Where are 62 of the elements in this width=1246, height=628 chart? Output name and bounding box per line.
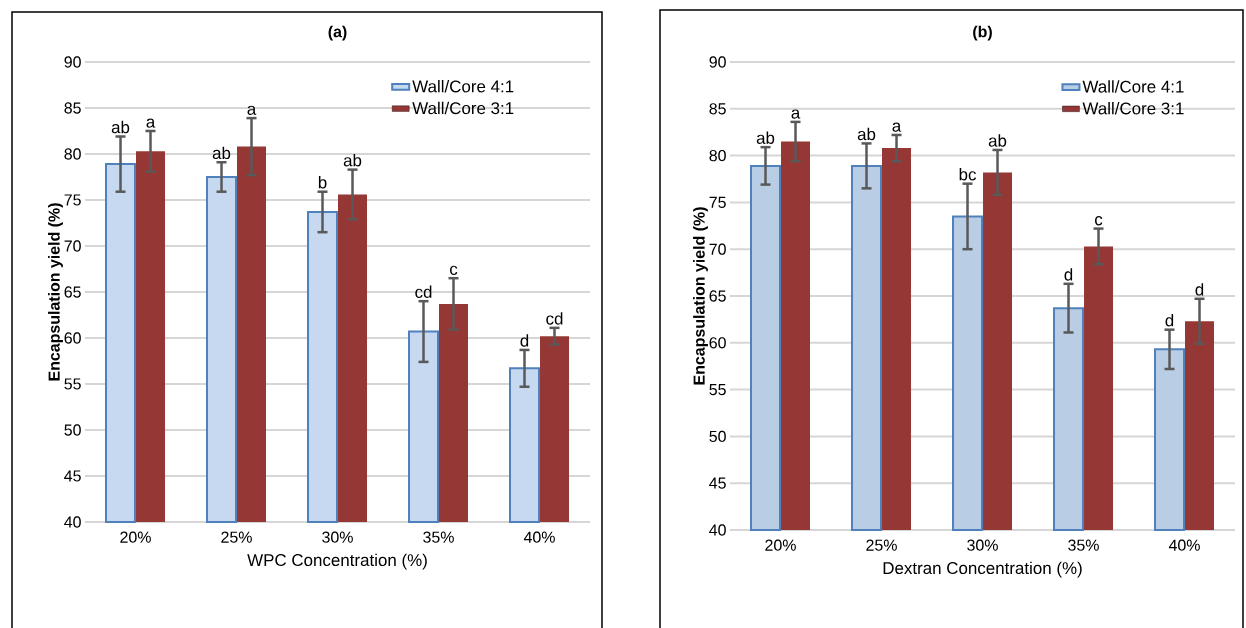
data-label: d: [1195, 283, 1204, 296]
y-tick-label: 50: [709, 430, 726, 443]
chart-title: (b): [973, 25, 992, 41]
y-tick-label: 85: [709, 103, 726, 115]
y-tick-label: 75: [64, 194, 81, 206]
x-tick-label: 40%: [1168, 539, 1200, 551]
y-tick-label: 60: [64, 332, 81, 344]
data-label: cd: [546, 312, 563, 325]
y-tick-label: 55: [64, 378, 81, 390]
chart-title: (a): [328, 25, 347, 41]
y-tick-label: 45: [64, 470, 81, 482]
legend-label: Wall/Core 3:1: [1082, 101, 1184, 115]
x-axis-title: WPC Concentration (%): [247, 553, 427, 570]
x-tick-label: 30%: [322, 531, 353, 543]
y-tick-label: 70: [709, 243, 726, 255]
x-tick-label: 30%: [967, 539, 998, 551]
data-label: ab: [857, 127, 876, 141]
legend-label: Wall/Core 4:1: [412, 79, 514, 93]
x-tick-label: 25%: [221, 531, 252, 543]
data-label: ab: [212, 146, 231, 160]
y-tick-label: 55: [709, 384, 726, 396]
y-tick-label: 75: [709, 196, 726, 208]
data-label: ab: [343, 153, 362, 167]
y-tick-label: 90: [709, 56, 726, 68]
y-tick-label: 50: [64, 424, 81, 436]
y-tick-label: 40: [64, 516, 81, 528]
data-label: bc: [959, 168, 976, 181]
y-tick-label: 90: [64, 56, 81, 68]
data-label: c: [1095, 216, 1103, 226]
data-label: ab: [988, 134, 1007, 147]
y-tick-label: 80: [709, 149, 726, 162]
data-label: ab: [756, 131, 775, 144]
legend-label: Wall/Core 4:1: [1082, 80, 1184, 93]
y-tick-label: 40: [709, 524, 726, 536]
y-tick-label: 70: [64, 240, 81, 252]
data-label: c: [449, 265, 458, 275]
y-tick-label: 85: [64, 102, 81, 114]
x-tick-label: 35%: [423, 531, 454, 543]
x-tick-label: 20%: [765, 539, 796, 551]
y-tick-label: 65: [709, 290, 726, 302]
data-label: cd: [415, 285, 432, 298]
data-label: a: [146, 118, 156, 128]
data-label: a: [892, 122, 902, 132]
data-label: ab: [111, 120, 130, 134]
data-label: d: [1165, 314, 1174, 327]
y-tick-label: 60: [709, 337, 726, 349]
data-label: b: [318, 176, 327, 189]
x-tick-label: 25%: [866, 539, 897, 551]
x-tick-label: 40%: [523, 531, 555, 543]
data-label: a: [791, 109, 801, 119]
legend-label: Wall/Core 3:1: [412, 101, 514, 115]
y-tick-label: 80: [64, 148, 81, 160]
data-label: d: [1064, 268, 1073, 281]
y-axis-title: Encapsulation yield (%): [693, 207, 708, 385]
x-tick-label: 35%: [1068, 539, 1099, 551]
y-tick-label: 65: [64, 286, 81, 298]
y-axis-title: Encapsulation yield (%): [48, 203, 63, 381]
y-tick-label: 45: [709, 477, 726, 489]
x-axis-title: Dextran Concentration (%): [883, 561, 1082, 578]
data-label: a: [247, 105, 257, 115]
data-label: d: [520, 334, 529, 347]
x-tick-label: 20%: [120, 531, 151, 543]
